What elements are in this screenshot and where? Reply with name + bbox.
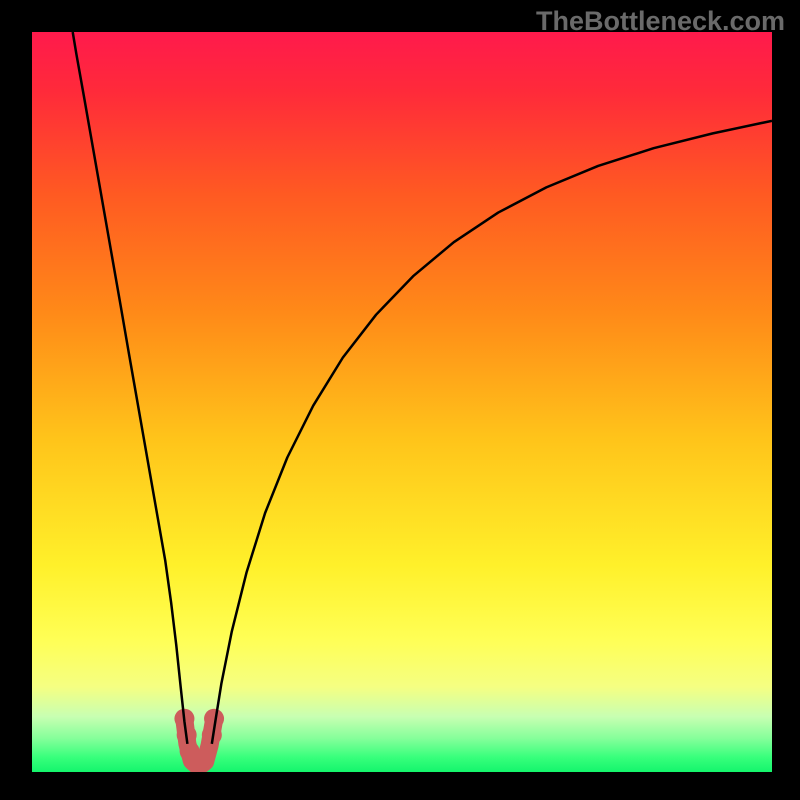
- plot-background: [32, 32, 772, 772]
- marker-dot: [180, 741, 200, 761]
- watermark-text: TheBottleneck.com: [536, 6, 785, 37]
- bottleneck-chart: [0, 0, 800, 800]
